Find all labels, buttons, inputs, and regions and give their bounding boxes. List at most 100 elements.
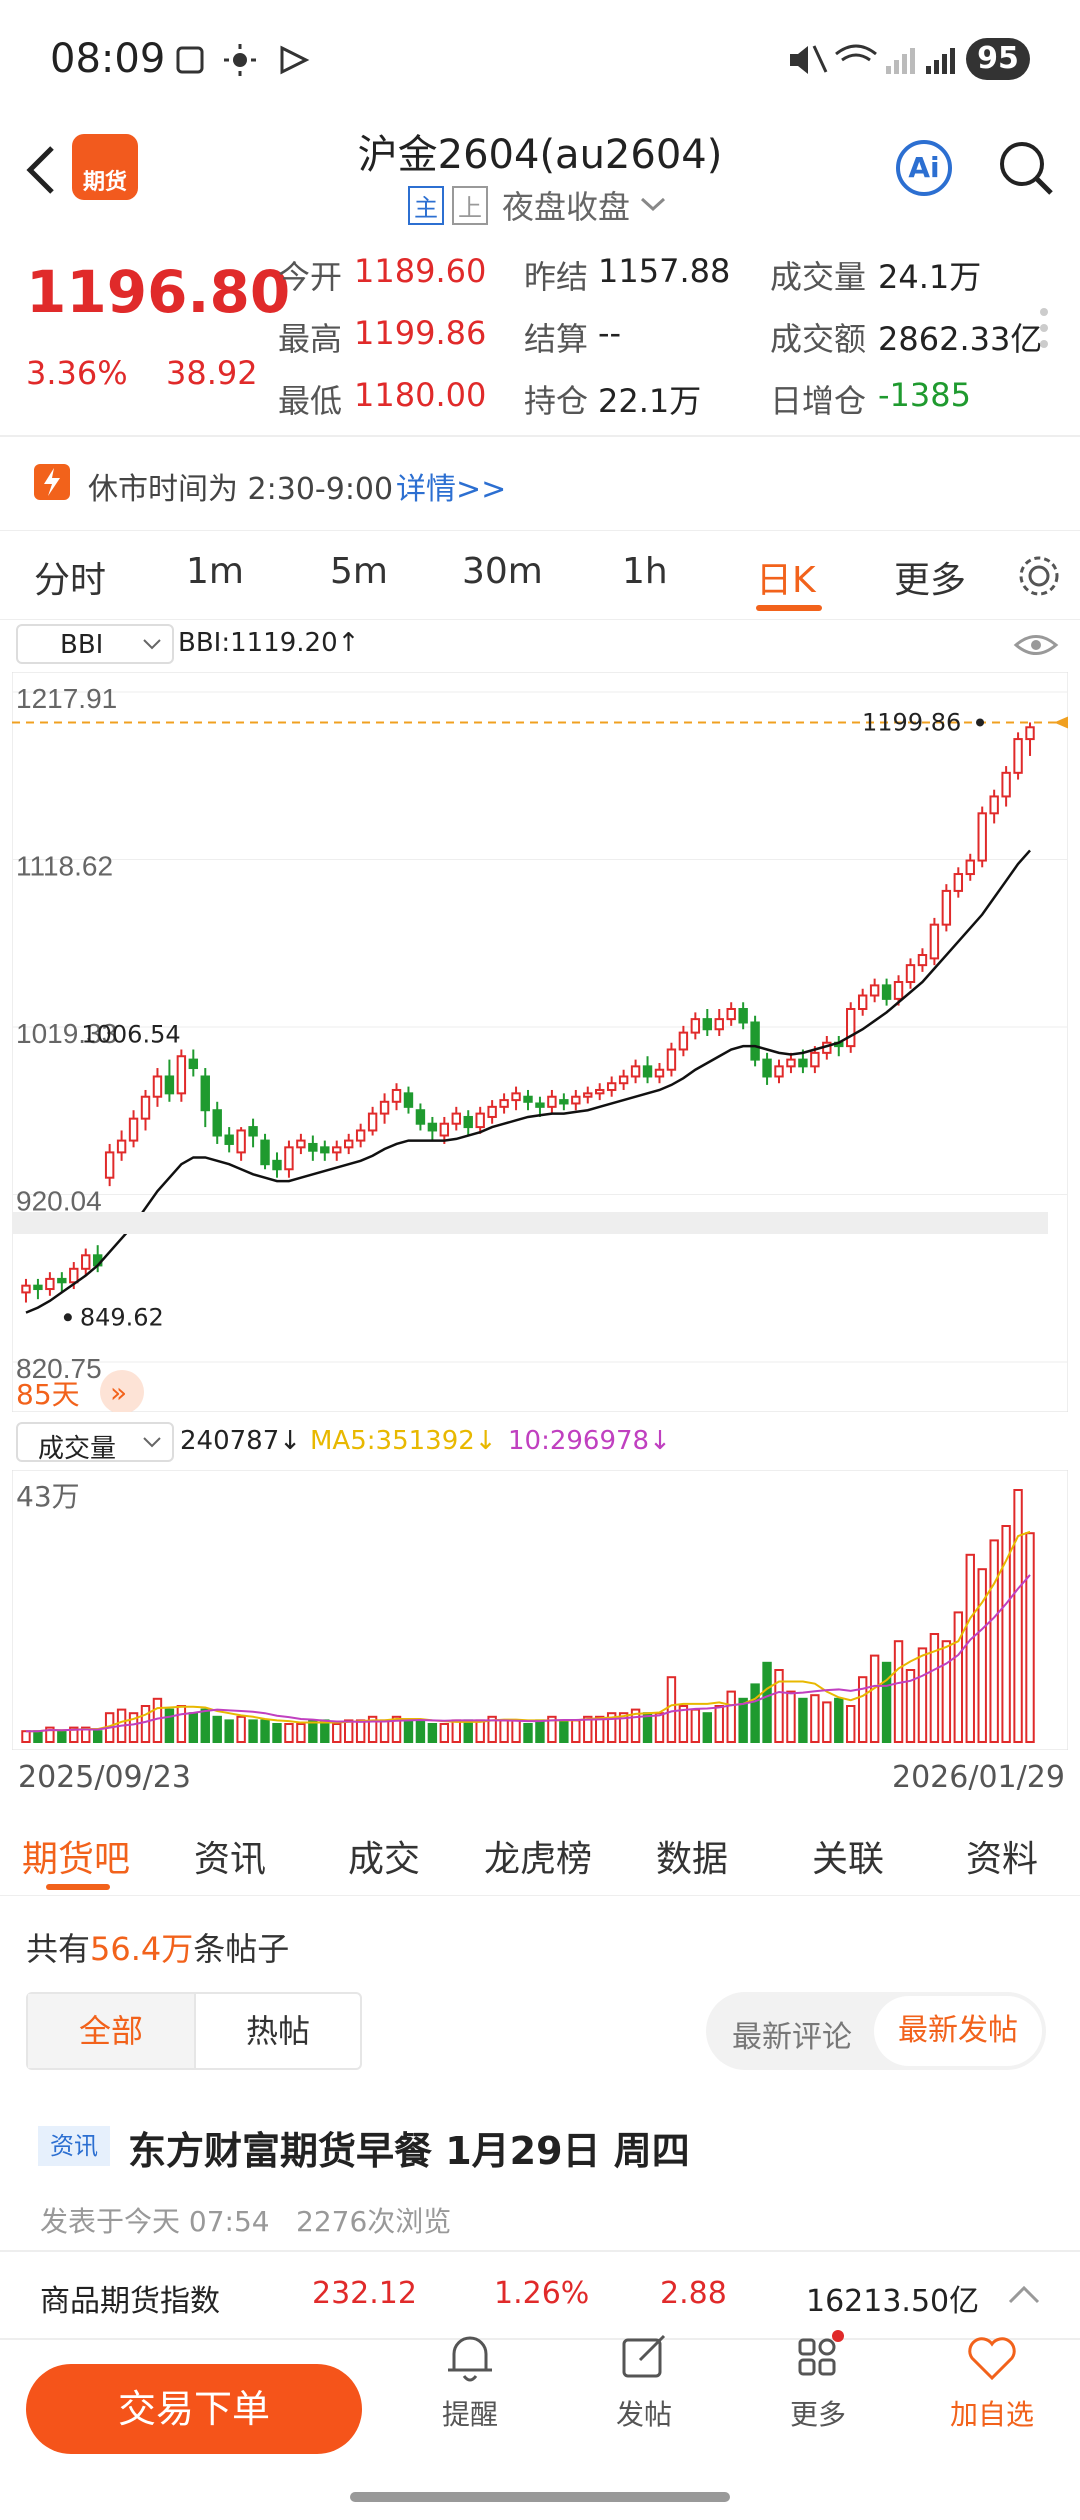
volume-bar xyxy=(1025,1532,1035,1744)
tab-daily-k[interactable]: 日K xyxy=(756,560,816,601)
tab-forum[interactable]: 期货吧 xyxy=(22,1839,131,1880)
notice-link[interactable]: 详情>> xyxy=(396,472,507,507)
volume-bar xyxy=(260,1719,270,1743)
candle-body xyxy=(81,1254,91,1270)
volume-bar xyxy=(332,1723,342,1743)
volume-bar xyxy=(881,1661,892,1743)
volume-bar xyxy=(630,1708,641,1744)
volume-max-label: 43万 xyxy=(16,1480,80,1513)
volume-bar xyxy=(786,1690,796,1744)
tab-more[interactable]: 更多 xyxy=(894,560,967,601)
filter-all[interactable]: 全部 xyxy=(28,1994,194,2068)
candle-body xyxy=(1025,726,1035,741)
forum-section: 共有56.4万条帖子 全部 热帖 最新评论 最新发帖 资讯 东方财富期货早餐 1… xyxy=(0,1900,1080,2250)
volume-bar xyxy=(965,1553,975,1743)
notice-text: 休市时间为 2:30-9:00 xyxy=(88,472,394,507)
chevron-down-icon xyxy=(143,639,161,650)
tab-profile[interactable]: 资料 xyxy=(966,1839,1039,1880)
tab-1h[interactable]: 1h xyxy=(622,551,668,592)
tab-30m[interactable]: 30m xyxy=(462,551,543,592)
chevron-down-icon xyxy=(641,197,666,212)
candle-body xyxy=(905,964,916,984)
volume-bar xyxy=(200,1708,210,1744)
candle-body xyxy=(571,1095,581,1105)
candle-body xyxy=(869,984,880,997)
candle-body xyxy=(200,1075,210,1112)
candle-body xyxy=(116,1139,127,1154)
candle-body xyxy=(33,1284,43,1291)
volume-label: 成交量 xyxy=(770,258,867,296)
volume-bar xyxy=(344,1719,354,1743)
volume-bar xyxy=(905,1669,916,1743)
notice-bar[interactable]: 休市时间为 2:30-9:00 详情>> xyxy=(0,448,1080,520)
session-selector[interactable]: 主 上 夜盘收盘 xyxy=(408,182,668,228)
post-title[interactable]: 东方财富期货早餐 1月29日 周四 xyxy=(128,2129,690,2173)
search-icon[interactable] xyxy=(996,138,1056,198)
volume-bar xyxy=(57,1730,67,1744)
filter-hot[interactable]: 热帖 xyxy=(193,1994,360,2068)
sort-latest-comment[interactable]: 最新评论 xyxy=(732,2020,852,2055)
sort-latest-post[interactable]: 最新发帖 xyxy=(874,1996,1042,2066)
candle-body xyxy=(917,954,928,967)
chevron-up-icon[interactable] xyxy=(1006,2282,1042,2306)
tab-related[interactable]: 关联 xyxy=(812,1839,885,1880)
eye-icon[interactable] xyxy=(1012,630,1060,660)
volume-bar xyxy=(391,1715,402,1744)
settings-gear-icon[interactable] xyxy=(1014,551,1064,601)
session-label: 夜盘收盘 xyxy=(502,188,631,226)
volume-bar xyxy=(212,1715,222,1744)
candle-body xyxy=(523,1095,533,1103)
tab-intraday[interactable]: 分时 xyxy=(34,560,107,601)
volume-select[interactable]: 成交量 xyxy=(16,1422,174,1464)
volume-bar xyxy=(798,1697,808,1744)
kline-chart-area: BBI BBI:1119.20↑ 1217.91 1118.62 1019.33 92… xyxy=(0,620,1080,1800)
tab-trades[interactable]: 成交 xyxy=(348,1839,421,1880)
candle-body xyxy=(989,795,999,815)
status-icons xyxy=(176,44,310,76)
ai-icon[interactable]: Ai xyxy=(896,140,952,196)
tab-1m[interactable]: 1m xyxy=(186,551,244,592)
kline-svg[interactable]: 1217.91 1118.62 1019.33 920.04 820.75 1006.54… xyxy=(12,672,1068,1412)
volume-bar xyxy=(284,1723,294,1743)
tab-news[interactable]: 资讯 xyxy=(194,1839,267,1880)
volume-bar xyxy=(618,1712,629,1743)
candle-body xyxy=(810,1051,820,1068)
candle-body xyxy=(977,812,987,862)
tab-underline xyxy=(46,1884,110,1890)
index-value: 232.12 xyxy=(312,2276,417,2311)
volume-bar xyxy=(547,1715,557,1744)
nav-remind[interactable]: 提醒 xyxy=(410,2330,530,2433)
volume-bar xyxy=(690,1708,701,1744)
index-ticker[interactable]: 商品期货指数 232.12 1.26% 2.88 16213.50亿 xyxy=(0,2250,1080,2340)
candle-body xyxy=(666,1048,677,1071)
heart-icon xyxy=(968,2337,1016,2381)
back-icon[interactable] xyxy=(20,140,60,200)
volume-bar xyxy=(236,1715,246,1744)
volume-bar xyxy=(702,1712,712,1743)
volume-indicator-name: 成交量 xyxy=(38,1434,117,1464)
days-label: 85天 xyxy=(16,1378,80,1411)
volume-bar xyxy=(893,1640,904,1743)
tab-dragon-tiger[interactable]: 龙虎榜 xyxy=(484,1839,593,1880)
nav-watchlist[interactable]: 加自选 xyxy=(932,2330,1052,2433)
apps-icon xyxy=(798,2330,844,2376)
volume-bar xyxy=(367,1715,378,1744)
indicator-select[interactable]: BBI xyxy=(16,624,174,664)
volume-bar xyxy=(738,1697,748,1744)
page-title: 沪金2604(au2604) xyxy=(357,132,723,178)
volume-bar xyxy=(559,1719,569,1743)
tab-5m[interactable]: 5m xyxy=(330,551,388,592)
tab-data[interactable]: 数据 xyxy=(656,1839,729,1880)
candle-body xyxy=(272,1159,282,1171)
volume-bar xyxy=(355,1719,366,1743)
nav-more[interactable]: 更多 xyxy=(758,2330,878,2433)
trade-button[interactable]: 交易下单 xyxy=(26,2364,362,2454)
change-pct: 3.36% xyxy=(26,354,128,392)
candle-body xyxy=(798,1058,808,1068)
nav-post[interactable]: 发帖 xyxy=(584,2330,704,2433)
post-tag: 资讯 xyxy=(38,2126,110,2166)
volume-bar xyxy=(308,1719,318,1743)
volume-bar xyxy=(152,1697,163,1744)
more-dots-icon[interactable] xyxy=(1040,308,1048,358)
candle-body xyxy=(176,1055,187,1095)
